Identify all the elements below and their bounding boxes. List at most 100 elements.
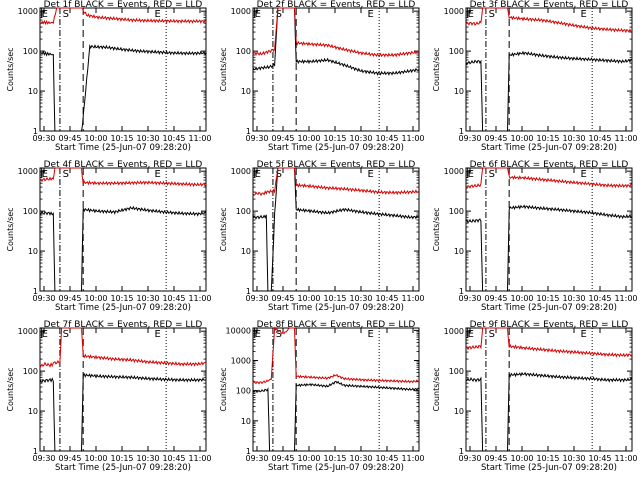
x-tick-label: 09:30 (32, 454, 55, 463)
x-axis-label: Start Time (25-Jun-07 09:28:20) (55, 303, 191, 313)
marker-e: E (368, 169, 374, 180)
x-tick-label: 10:30 (349, 134, 372, 143)
x-tick-label: 09:45 (271, 134, 294, 143)
y-tick-label: 100 (23, 207, 38, 216)
y-tick-label: 1000 (444, 7, 464, 16)
plot-frame (252, 327, 420, 452)
marker-e: E (581, 9, 587, 20)
y-tick-label: 1000 (444, 167, 464, 176)
plot-frame (39, 167, 207, 292)
x-tick-label: 10:30 (562, 294, 585, 303)
y-tick-label: 1 (246, 287, 251, 296)
lld-series-line (252, 326, 420, 385)
marker-e: E (255, 9, 261, 20)
detector-panel: Det 8f BLACK = Events, RED = LLD 1 10 100 10… (219, 320, 425, 473)
y-tick-label: 100 (449, 367, 464, 376)
events-series-line (465, 204, 633, 292)
marker-s: S (489, 9, 495, 20)
marker-e: E (42, 169, 48, 180)
x-tick-label: 09:45 (58, 134, 81, 143)
x-tick-label: 11:00 (614, 134, 637, 143)
x-tick-label: 10:15 (536, 454, 559, 463)
y-axis-label: Counts/sec (432, 367, 441, 411)
x-tick-label: 10:45 (375, 454, 398, 463)
x-tick-label: 11:00 (401, 294, 424, 303)
y-tick-label: 10 (454, 407, 464, 416)
y-tick-label: 1 (33, 287, 38, 296)
x-tick-label: 11:00 (401, 134, 424, 143)
marker-e: E (368, 9, 374, 20)
events-series-line (465, 371, 633, 452)
y-tick-label: 1000 (444, 327, 464, 336)
marker-s: S (276, 329, 282, 340)
lld-series-line (39, 7, 207, 26)
marker-e: E (255, 329, 261, 340)
marker-e: E (468, 9, 474, 20)
x-tick-label: 09:45 (58, 294, 81, 303)
x-tick-label: 10:00 (297, 294, 320, 303)
x-tick-label: 10:00 (84, 454, 107, 463)
marker-e: E (255, 169, 261, 180)
x-tick-label: 10:00 (84, 134, 107, 143)
y-tick-label: 10 (454, 87, 464, 96)
y-tick-label: 1 (459, 447, 464, 456)
y-tick-label: 10 (241, 247, 251, 256)
y-tick-label: 100 (236, 387, 251, 396)
y-tick-label: 100 (236, 47, 251, 56)
y-tick-label: 10000 (226, 326, 251, 335)
panel-title: Det 3f BLACK = Events, RED = LLD (470, 0, 629, 10)
x-tick-label: 10:00 (510, 454, 533, 463)
marker-e: E (581, 329, 587, 340)
x-tick-label: 10:00 (297, 454, 320, 463)
x-tick-label: 09:30 (245, 294, 268, 303)
plot-frame (252, 167, 420, 292)
x-tick-label: 11:00 (188, 454, 211, 463)
lld-series-line (39, 327, 207, 369)
x-tick-label: 10:45 (375, 134, 398, 143)
x-tick-label: 11:00 (188, 294, 211, 303)
y-tick-label: 1000 (18, 327, 38, 336)
x-tick-label: 09:45 (484, 294, 507, 303)
x-tick-label: 10:00 (510, 134, 533, 143)
x-tick-label: 09:30 (245, 454, 268, 463)
x-tick-label: 10:30 (136, 454, 159, 463)
x-tick-label: 09:30 (32, 134, 55, 143)
marker-e: E (368, 329, 374, 340)
x-tick-label: 11:00 (614, 454, 637, 463)
panel-title: Det 2f BLACK = Events, RED = LLD (257, 0, 416, 10)
x-tick-label: 09:30 (32, 294, 55, 303)
panel-title: Det 9f BLACK = Events, RED = LLD (470, 320, 629, 330)
x-tick-label: 10:45 (375, 294, 398, 303)
detector-panel: Det 9f BLACK = Events, RED = LLD 1 10 100 10… (432, 320, 638, 473)
lld-series-line (252, 7, 420, 58)
x-axis-label: Start Time (25-Jun-07 09:28:20) (481, 303, 617, 313)
y-axis-label: Counts/sec (219, 367, 228, 411)
marker-e: E (155, 169, 161, 180)
lld-series-line (465, 167, 633, 190)
x-tick-label: 10:45 (162, 134, 185, 143)
panel-title: Det 8f BLACK = Events, RED = LLD (257, 320, 416, 330)
x-tick-label: 10:45 (162, 454, 185, 463)
x-tick-label: 09:45 (271, 454, 294, 463)
marker-s: S (276, 9, 282, 20)
y-tick-label: 10 (241, 87, 251, 96)
x-tick-label: 10:15 (536, 294, 559, 303)
x-tick-label: 10:15 (323, 134, 346, 143)
marker-s: S (63, 169, 69, 180)
detector-panel: Det 5f BLACK = Events, RED = LLD 1 10 100 10… (219, 160, 425, 313)
plot-frame (39, 7, 207, 132)
detector-panel: Det 4f BLACK = Events, RED = LLD 1 10 100 10… (6, 160, 212, 313)
panel-title: Det 4f BLACK = Events, RED = LLD (44, 160, 203, 170)
x-tick-label: 10:45 (162, 294, 185, 303)
marker-e: E (581, 169, 587, 180)
panel-title: Det 6f BLACK = Events, RED = LLD (470, 160, 629, 170)
detector-panel: Det 2f BLACK = Events, RED = LLD 1 10 100 10… (219, 0, 425, 153)
x-axis-label: Start Time (25-Jun-07 09:28:20) (268, 463, 404, 473)
panel-title: Det 7f BLACK = Events, RED = LLD (44, 320, 203, 330)
y-axis-label: Counts/sec (6, 207, 15, 251)
marker-s: S (489, 329, 495, 340)
marker-s: S (276, 169, 282, 180)
plot-frame (252, 7, 420, 132)
marker-e: E (42, 329, 48, 340)
x-tick-label: 11:00 (401, 454, 424, 463)
